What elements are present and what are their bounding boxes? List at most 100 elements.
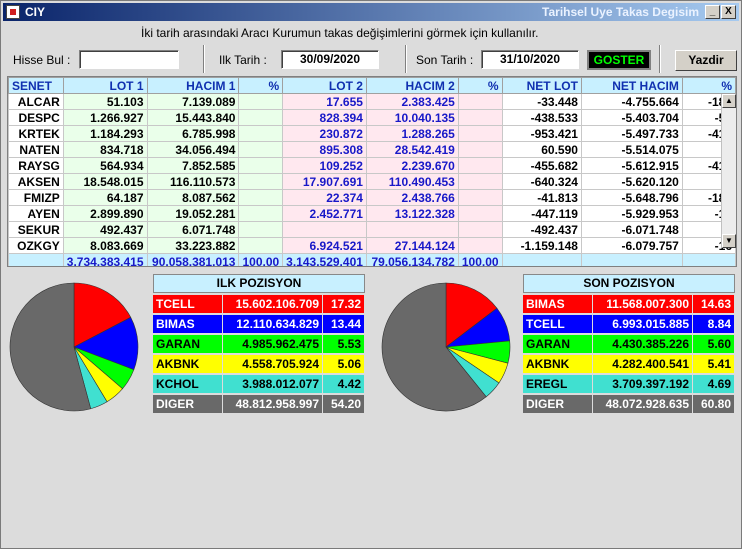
- hisse-label: Hisse Bul :: [13, 53, 71, 67]
- table-row[interactable]: SEKUR 492.437 6.071.748 -492.437 -6.071.748: [8, 221, 736, 238]
- table-cell: -33.448: [501, 93, 582, 110]
- position-name: KCHOL: [153, 375, 223, 394]
- table-cell: -41.813: [501, 189, 582, 206]
- table-cell: -5.403.704: [580, 109, 683, 126]
- table-row[interactable]: NATEN 834.718 34.056.494 895.308 28.542.419 6…: [8, 141, 736, 158]
- table-row[interactable]: ALCAR 51.103 7.139.089 17.655 2.383.425 -33.4…: [8, 93, 736, 110]
- table-cell: DESPC: [8, 109, 64, 126]
- table-cell: -953.421: [501, 125, 582, 142]
- table-cell: 8.083.669: [62, 237, 148, 254]
- table-cell: 2.452.771: [282, 205, 367, 222]
- table-cell: SEKUR: [8, 221, 64, 238]
- goster-button[interactable]: GOSTER: [587, 50, 651, 70]
- table-cell: [238, 157, 284, 174]
- position-row: TCELL 6.993.015.885 8.84: [523, 315, 735, 334]
- table-cell: 33.223.882: [146, 237, 240, 254]
- grid-scrollbar[interactable]: ▲ ▼: [721, 94, 736, 248]
- position-name: BIMAS: [153, 315, 223, 334]
- table-row[interactable]: DESPC 1.266.927 15.443.840 828.394 10.040.13…: [8, 109, 736, 126]
- column-header[interactable]: NET HACIM: [580, 77, 683, 94]
- table-cell: 109.252: [282, 157, 367, 174]
- minimize-button[interactable]: _: [705, 5, 720, 19]
- table-row[interactable]: OZKGY 8.083.669 33.223.882 6.924.521 27.144.…: [8, 237, 736, 254]
- position-pct: 14.63: [693, 295, 735, 314]
- table-cell: 22.374: [282, 189, 367, 206]
- position-pct: 13.44: [323, 315, 365, 334]
- pie-slice-bimas: [445, 282, 498, 348]
- table-cell: 834.718: [62, 141, 148, 158]
- column-header[interactable]: NET LOT: [501, 77, 582, 94]
- column-header[interactable]: HACIM 1: [146, 77, 240, 94]
- table-cell: [457, 189, 503, 206]
- position-name: DIGER: [153, 395, 223, 414]
- position-value: 4.985.962.475: [223, 335, 323, 354]
- table-cell: 110.490.453: [365, 173, 459, 190]
- table-row[interactable]: AYEN 2.899.890 19.052.281 2.452.771 13.122.3…: [8, 205, 736, 222]
- table-row[interactable]: AKSEN 18.548.015 116.110.573 17.907.691 110.…: [8, 173, 736, 190]
- ilk-tarih-input[interactable]: 30/09/2020: [281, 50, 379, 69]
- table-cell: 116.110.573: [146, 173, 240, 190]
- pie-slice-diger: [381, 282, 487, 412]
- table-cell: -438.533: [501, 109, 582, 126]
- position-row: AKBNK 4.282.400.541 5.41: [523, 355, 735, 374]
- position-row: AKBNK 4.558.705.924 5.06: [153, 355, 365, 374]
- column-header[interactable]: LOT 1: [62, 77, 148, 94]
- table-row[interactable]: RAYSG 564.934 7.852.585 109.252 2.239.670 -45…: [8, 157, 736, 174]
- position-value: 3.709.397.192: [593, 375, 693, 394]
- table-cell: 6.785.998: [146, 125, 240, 142]
- table-cell: ALCAR: [8, 93, 64, 110]
- position-row: TCELL 15.602.106.709 17.32: [153, 295, 365, 314]
- table-cell: 2.438.766: [365, 189, 459, 206]
- column-header[interactable]: LOT 2: [282, 77, 367, 94]
- table-cell: FMIZP: [8, 189, 64, 206]
- table-cell: AYEN: [8, 205, 64, 222]
- table-cell: [238, 189, 284, 206]
- son-pozisyon-title: SON POZISYON: [523, 274, 735, 293]
- table-cell: -5.648.796: [580, 189, 683, 206]
- total-cell: 100,00: [457, 253, 503, 266]
- scroll-down-icon[interactable]: ▼: [722, 234, 736, 248]
- son-tarih-input[interactable]: 31/10/2020: [481, 50, 579, 69]
- table-cell: [238, 237, 284, 254]
- position-row: DIGER 48.812.958.997 54.20: [153, 395, 365, 414]
- table-row[interactable]: FMIZP 64.187 8.087.562 22.374 2.438.766 -41.8…: [8, 189, 736, 206]
- table-cell: [238, 141, 284, 158]
- position-name: BIMAS: [523, 295, 593, 314]
- position-pct: 8.84: [693, 315, 735, 334]
- column-header[interactable]: SENET: [8, 77, 64, 94]
- table-cell: -4.755.664: [580, 93, 683, 110]
- table-cell: [238, 221, 284, 238]
- column-header[interactable]: %: [238, 77, 284, 94]
- scroll-up-icon[interactable]: ▲: [722, 94, 736, 108]
- table-cell: 64.187: [62, 189, 148, 206]
- table-cell: [282, 221, 367, 238]
- takas-table: SENET LOT 1 HACIM 1% LOT 2 HACIM 2% NET LOT NE…: [8, 77, 736, 266]
- close-button[interactable]: X: [721, 5, 736, 19]
- position-value: 4.430.385.226: [593, 335, 693, 354]
- table-cell: -6.071.748: [580, 221, 683, 238]
- yazdir-button[interactable]: Yazdir: [675, 50, 737, 71]
- table-cell: -447.119: [501, 205, 582, 222]
- position-row: BIMAS 12.110.634.829 13.44: [153, 315, 365, 334]
- position-pct: 4.69: [693, 375, 735, 394]
- table-row[interactable]: KRTEK 1.184.293 6.785.998 230.872 1.288.265 -…: [8, 125, 736, 142]
- table-cell: 7.852.585: [146, 157, 240, 174]
- table-cell: OZKGY: [8, 237, 64, 254]
- position-name: GARAN: [523, 335, 593, 354]
- divider: [203, 45, 205, 73]
- position-name: GARAN: [153, 335, 223, 354]
- position-value: 48.812.958.997: [223, 395, 323, 414]
- table-cell: KRTEK: [8, 125, 64, 142]
- title-bar[interactable]: CIY Tarihsel Uye Takas Degisim _ X: [3, 3, 739, 21]
- takas-grid[interactable]: SENET LOT 1 HACIM 1% LOT 2 HACIM 2% NET LOT NE…: [7, 76, 737, 267]
- son-pie-chart: [381, 282, 511, 412]
- column-header[interactable]: %: [681, 77, 736, 94]
- position-row: BIMAS 11.568.007.300 14.63: [523, 295, 735, 314]
- hisse-search-input[interactable]: [79, 50, 179, 69]
- total-cell: [580, 253, 683, 266]
- position-value: 15.602.106.709: [223, 295, 323, 314]
- table-cell: NATEN: [8, 141, 64, 158]
- table-cell: 492.437: [62, 221, 148, 238]
- column-header[interactable]: HACIM 2: [365, 77, 459, 94]
- column-header[interactable]: %: [457, 77, 503, 94]
